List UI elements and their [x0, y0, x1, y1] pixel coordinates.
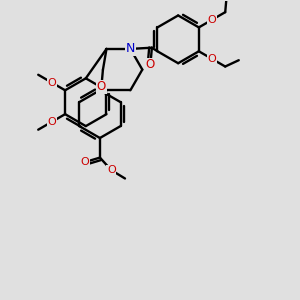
Text: O: O [107, 165, 116, 175]
Text: O: O [207, 15, 216, 25]
Text: O: O [97, 80, 106, 93]
Text: O: O [81, 157, 89, 167]
Text: O: O [47, 117, 56, 127]
Text: N: N [126, 42, 135, 56]
Text: O: O [47, 77, 56, 88]
Text: O: O [207, 54, 216, 64]
Text: O: O [146, 58, 155, 71]
